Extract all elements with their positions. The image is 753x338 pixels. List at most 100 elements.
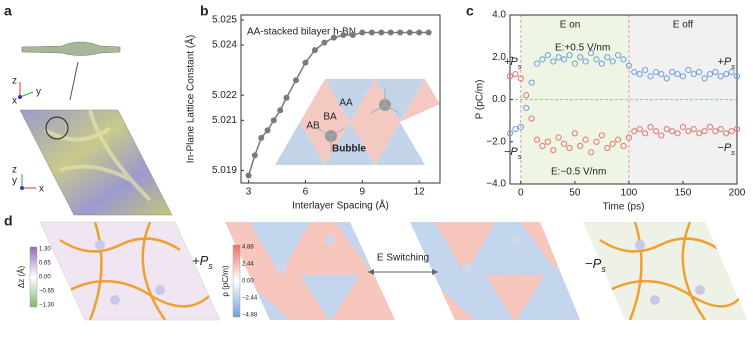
axis-letter: y [36, 87, 41, 98]
data-point [544, 138, 551, 145]
data-point [533, 60, 541, 67]
data-point [652, 128, 660, 135]
data-point [577, 54, 584, 61]
data-point [517, 123, 524, 131]
label-main: +P [504, 56, 518, 68]
data-point [539, 56, 546, 63]
colorbar-label: p (pC/m) [221, 265, 230, 296]
label-sub: s [731, 62, 735, 71]
axis-letter: z [12, 165, 17, 176]
data-point [397, 29, 404, 36]
y-tick-label: 5.019 [212, 165, 237, 176]
data-point [517, 75, 524, 82]
data-point [566, 52, 573, 59]
data-point [378, 29, 385, 36]
label-sub: s [731, 148, 735, 157]
colorbar-tick-label: 0.00 [242, 279, 254, 285]
data-point [512, 125, 519, 133]
data-point [679, 73, 687, 80]
data-point [264, 127, 271, 134]
data-point [544, 52, 551, 59]
data-point [717, 73, 724, 80]
y-tick-label: 5.024 [212, 40, 237, 51]
data-point [712, 128, 719, 135]
data-point [706, 71, 714, 78]
sub-label: −Ps [504, 146, 522, 161]
axis-letter: x [12, 96, 17, 107]
y-tick-label: 5.021 [212, 115, 237, 126]
y-tick-label: 5.022 [212, 90, 237, 101]
data-point [636, 71, 643, 78]
data-point [609, 58, 616, 65]
data-line [247, 31, 429, 176]
data-point [647, 123, 654, 131]
data-point [582, 136, 589, 143]
data-point [636, 125, 643, 133]
field-label: E:+0.5 V/nm [555, 43, 610, 54]
label-main: +P [717, 56, 731, 68]
data-point [406, 29, 413, 36]
y-tick-label: 5.025 [212, 15, 237, 26]
data-point [321, 39, 328, 46]
x-tick-label: 0 [518, 188, 524, 199]
data-point [425, 29, 432, 36]
data-point [690, 71, 697, 78]
x-tick-label: 200 [729, 188, 746, 199]
label-main: −P [504, 146, 518, 158]
data-point [245, 172, 252, 179]
colorbar-tick-label: 0.00 [39, 275, 51, 281]
region-label: E off [673, 20, 694, 31]
colorbar-tick-label: 0.65 [39, 261, 51, 267]
panel-label: a [4, 3, 12, 19]
data-point [416, 29, 423, 36]
field-label: E:−0.5 V/nm [551, 167, 606, 178]
inset-label: BA [323, 112, 337, 123]
data-point [311, 47, 318, 54]
data-point [539, 142, 546, 150]
data-point [669, 68, 676, 76]
data-point [696, 130, 703, 137]
data-point [533, 136, 541, 143]
data-point [674, 130, 681, 137]
data-point [706, 123, 714, 131]
data-point [690, 125, 697, 133]
y-tick-label: −2.0 [486, 136, 506, 147]
x-tick-label: 3 [246, 187, 252, 198]
data-point [577, 142, 584, 150]
panel-label: c [466, 3, 474, 19]
data-point [717, 125, 724, 133]
data-point [712, 68, 719, 76]
plot-frame [240, 14, 441, 184]
data-point [674, 71, 681, 78]
colorbar-tick-label: −4.88 [242, 313, 258, 319]
data-point [506, 73, 514, 80]
axis-letter: x [39, 184, 44, 195]
y-axis-label: In-Plane Lattice Constant (Å) [184, 35, 197, 163]
data-point [283, 94, 290, 101]
sub-label: +Ps [504, 56, 522, 71]
data-point [647, 73, 654, 80]
data-point [359, 29, 366, 36]
y-tick-label: 4.0 [492, 10, 506, 21]
data-point [277, 107, 284, 114]
data-point [728, 128, 735, 135]
sub-label: +Ps [717, 56, 735, 71]
label-sub: s [208, 261, 213, 271]
data-point [566, 144, 573, 152]
data-point [270, 117, 277, 124]
data-point [625, 134, 633, 141]
inset-label: AA [339, 98, 353, 109]
data-point [555, 134, 562, 141]
data-point [604, 144, 611, 152]
data-point [550, 58, 557, 65]
x-axis-label: Time (ps) [603, 202, 645, 213]
x-tick-label: 12 [414, 187, 426, 198]
data-point [669, 128, 676, 135]
data-point [258, 134, 265, 141]
data-point [330, 34, 337, 41]
data-point [560, 56, 568, 63]
label-sub: s [518, 152, 522, 161]
data-point [387, 29, 394, 36]
data-point [658, 132, 665, 139]
axes-top: z y x [12, 76, 41, 107]
